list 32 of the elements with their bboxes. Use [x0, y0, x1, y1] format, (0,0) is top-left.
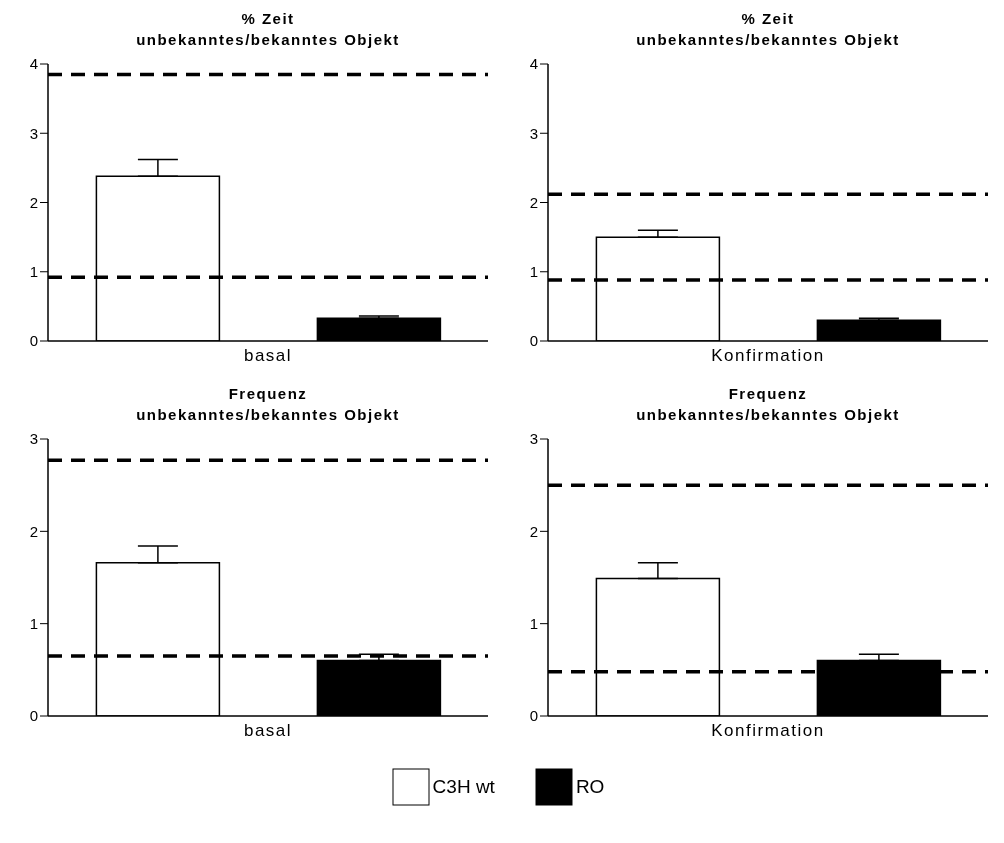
y-tick-label: 0	[529, 707, 538, 725]
x-tick-label: basal	[243, 721, 293, 741]
y-tick-label: 4	[529, 55, 538, 73]
y-tick-label: 3	[29, 124, 38, 142]
y-tick-label: 3	[29, 430, 38, 448]
chart-subtitle: unbekanntes/bekanntes Objekt	[135, 30, 401, 50]
chart-title: % Zeit	[240, 9, 296, 29]
y-tick-label: 1	[529, 614, 538, 632]
y-tick-label: 0	[529, 332, 538, 350]
y-tick-label: 1	[29, 263, 38, 281]
y-tick-label: 0	[29, 332, 38, 350]
chart-title: % Zeit	[740, 9, 796, 29]
chart-subtitle: unbekanntes/bekanntes Objekt	[135, 405, 401, 425]
y-tick-label: 2	[29, 522, 38, 540]
y-tick-label: 2	[529, 522, 538, 540]
y-tick-label: 0	[29, 707, 38, 725]
chart-subtitle: unbekanntes/bekanntes Objekt	[635, 405, 901, 425]
y-tick-label: 1	[29, 614, 38, 632]
x-tick-label: basal	[243, 346, 293, 366]
y-tick-label: 2	[29, 193, 38, 211]
x-tick-label: Konfirmation	[711, 346, 825, 366]
chart-title: Frequenz	[227, 384, 309, 404]
legend-label: C3H wt	[432, 776, 495, 798]
y-tick-label: 2	[529, 193, 538, 211]
chart-title: Frequenz	[727, 384, 809, 404]
x-tick-label: Konfirmation	[711, 721, 825, 741]
chart-subtitle: unbekanntes/bekanntes Objekt	[635, 30, 901, 50]
y-tick-label: 3	[529, 124, 538, 142]
y-tick-label: 1	[529, 263, 538, 281]
y-tick-label: 4	[29, 55, 38, 73]
legend-label: RO	[575, 776, 605, 798]
y-tick-label: 3	[529, 430, 538, 448]
